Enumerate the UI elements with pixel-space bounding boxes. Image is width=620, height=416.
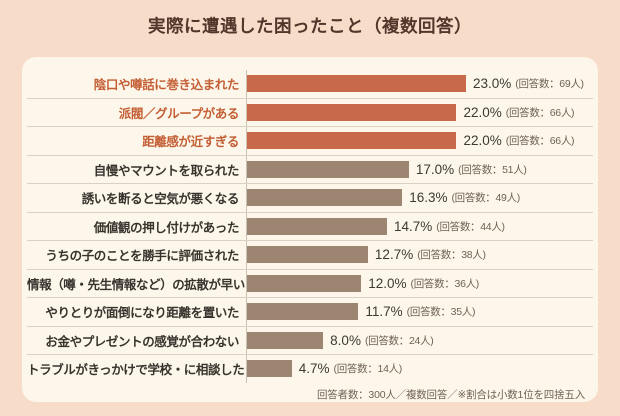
percent-value: 8.0%	[330, 332, 361, 348]
bar	[247, 217, 387, 235]
chart-card: 陰口や噂話に巻き込まれた 23.0% (回答数：69人) 派閥／グループがある …	[22, 57, 598, 402]
bar-zone: 16.3% (回答数：49人)	[246, 184, 593, 212]
bar-zone: 23.0% (回答数：69人)	[246, 70, 593, 98]
category-label: うちの子のことを勝手に評価された	[45, 249, 239, 264]
table-row: お金やプレゼントの感覚が合わない 8.0% (回答数：24人)	[27, 326, 593, 355]
percent-value: 22.0%	[463, 133, 502, 149]
category-label: 自慢やマウントを取られた	[93, 163, 240, 178]
bar	[247, 274, 362, 292]
footnote: 回答者数：300人／複数回答／※割合は小数1位を四捨五入	[316, 388, 585, 401]
category-label: やりとりが面倒になり距離を置いた	[45, 306, 239, 321]
percent-value: 17.0%	[415, 161, 455, 177]
percent-value: 12.7%	[374, 247, 414, 263]
bar	[247, 331, 324, 349]
table-row: 誘いを断ると空気が悪くなる 16.3% (回答数：49人)	[27, 184, 593, 213]
bar-zone: 12.0% (回答数：36人)	[246, 269, 593, 297]
percent-value: 4.7%	[298, 361, 330, 377]
bar-zone: 17.0% (回答数：51人)	[246, 155, 593, 183]
table-row: 陰口や噂話に巻き込まれた 23.0% (回答数：69人)	[27, 70, 593, 99]
category-label: 誘いを断ると空気が悪くなる	[81, 192, 240, 207]
respondent-count: (回答数：51人)	[458, 163, 527, 176]
bar	[247, 303, 359, 321]
category-label: 価値観の押し付けがあった	[93, 220, 240, 235]
respondent-count: (回答数：14人)	[333, 363, 403, 376]
respondent-count: (回答数：69人)	[515, 78, 584, 91]
bar	[247, 75, 466, 93]
table-row: 派閥／グループがある 22.0% (回答数：66人)	[27, 98, 593, 127]
bar-zone: 8.0% (回答数：24人)	[246, 326, 593, 354]
bar-zone: 12.7% (回答数：38人)	[246, 241, 593, 269]
page-title: 実際に遭遇した困ったこと（複数回答）	[148, 16, 472, 36]
percent-value: 14.7%	[393, 218, 433, 234]
table-row: 自慢やマウントを取られた 17.0% (回答数：51人)	[27, 155, 593, 184]
table-row: 距離感が近すぎる 22.0% (回答数：66人)	[27, 127, 593, 156]
category-label: 距離感が近すぎる	[142, 135, 239, 150]
bar	[247, 360, 292, 378]
category-label: 情報（噂・先生情報など）の拡散が早い	[27, 277, 245, 292]
respondent-count: (回答数：66人)	[505, 135, 575, 148]
bar	[247, 103, 457, 121]
respondent-count: (回答数：36人)	[410, 277, 480, 290]
respondent-count: (回答数：35人)	[406, 306, 476, 319]
bar-zone: 22.0% (回答数：66人)	[246, 127, 593, 155]
table-row: うちの子のことを勝手に評価された 12.7% (回答数：38人)	[27, 241, 593, 270]
category-label: 陰口や噂話に巻き込まれた	[93, 78, 240, 93]
respondent-count: (回答数：49人)	[451, 192, 520, 205]
bar-zone: 11.7% (回答数：35人)	[246, 298, 593, 326]
respondent-count: (回答数：44人)	[436, 220, 505, 233]
percent-value: 12.0%	[368, 275, 407, 291]
bar-zone: 22.0% (回答数：66人)	[246, 98, 593, 126]
percent-value: 23.0%	[473, 76, 512, 92]
percent-value: 16.3%	[409, 190, 448, 206]
category-label: トラブルがきっかけで学校・に相談した	[27, 363, 245, 378]
bar-rows: 陰口や噂話に巻き込まれた 23.0% (回答数：69人) 派閥／グループがある …	[27, 70, 593, 383]
bar	[247, 132, 457, 150]
percent-value: 11.7%	[365, 304, 403, 320]
bar-zone: 4.7% (回答数：14人)	[246, 355, 593, 383]
bar	[247, 189, 403, 207]
percent-value: 22.0%	[463, 104, 502, 120]
bar	[247, 246, 368, 264]
bar	[247, 160, 409, 178]
table-row: トラブルがきっかけで学校・に相談した 4.7% (回答数：14人)	[27, 355, 593, 383]
table-row: 価値観の押し付けがあった 14.7% (回答数：44人)	[27, 212, 593, 241]
table-row: 情報（噂・先生情報など）の拡散が早い 12.0% (回答数：36人)	[27, 269, 593, 298]
respondent-count: (回答数：66人)	[505, 106, 575, 119]
bar-zone: 14.7% (回答数：44人)	[246, 212, 593, 240]
category-label: お金やプレゼントの感覚が合わない	[45, 334, 239, 349]
table-row: やりとりが面倒になり距離を置いた 11.7% (回答数：35人)	[27, 298, 593, 327]
respondent-count: (回答数：24人)	[364, 334, 434, 347]
category-label: 派閥／グループがある	[118, 106, 240, 121]
respondent-count: (回答数：38人)	[417, 249, 486, 262]
